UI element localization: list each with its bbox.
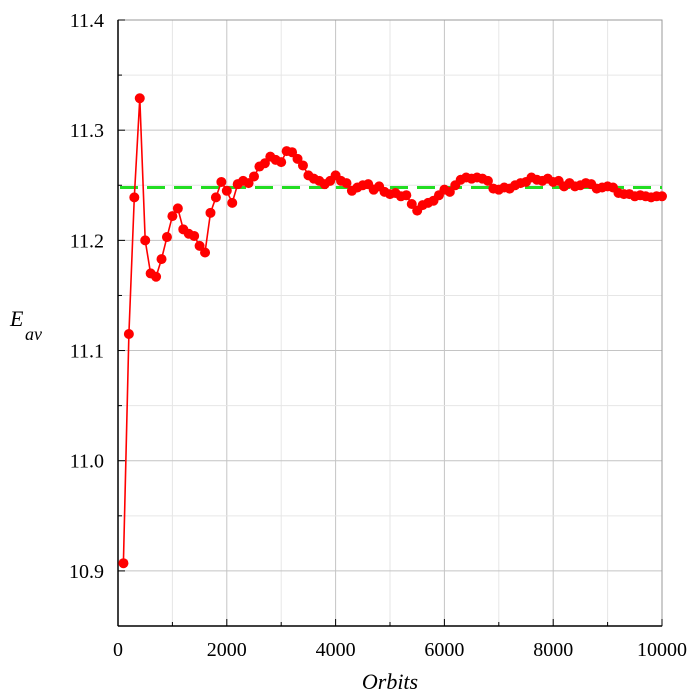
data-point xyxy=(341,178,352,189)
y-tick-label: 11.3 xyxy=(70,120,104,142)
x-tick-label: 10000 xyxy=(637,639,687,661)
data-point xyxy=(189,230,200,241)
data-point xyxy=(292,153,303,164)
y-tick-label: 11.4 xyxy=(70,10,104,32)
data-point xyxy=(205,207,216,218)
x-tick-label: 0 xyxy=(113,639,123,661)
data-point xyxy=(123,329,134,340)
data-point xyxy=(401,190,412,201)
x-axis-label: Orbits xyxy=(362,669,418,694)
data-point xyxy=(140,235,151,246)
data-point xyxy=(161,232,172,243)
data-point xyxy=(287,147,298,158)
data-point xyxy=(129,192,140,203)
y-tick-label: 11.2 xyxy=(70,230,104,252)
x-tick-label: 8000 xyxy=(533,639,573,661)
data-point xyxy=(167,211,178,222)
series-line xyxy=(122,98,662,564)
data-point xyxy=(134,93,145,104)
data-point xyxy=(194,240,205,251)
data-point xyxy=(657,191,667,202)
x-tick-label: 6000 xyxy=(424,639,464,661)
data-point xyxy=(444,186,455,197)
x-tick-labels: 0 2000 4000 6000 8000 10000 xyxy=(113,639,687,661)
x-tick-label: 4000 xyxy=(316,639,356,661)
data-point xyxy=(482,175,493,186)
data-point xyxy=(259,158,270,169)
y-tick-labels: 10.9 11.0 11.1 11.2 11.3 11.4 xyxy=(69,10,104,583)
data-point xyxy=(151,271,162,282)
axes xyxy=(117,19,663,627)
data-point xyxy=(118,558,129,569)
grid xyxy=(118,20,662,626)
y-tick-label: 10.9 xyxy=(69,561,104,583)
data-point xyxy=(221,185,232,196)
data-point xyxy=(276,157,287,168)
data-point xyxy=(210,192,221,203)
y-tick-label: 11.1 xyxy=(70,341,104,363)
data-point xyxy=(216,176,227,187)
data-point xyxy=(249,171,259,182)
data-point xyxy=(227,197,238,208)
data-points xyxy=(118,93,667,569)
x-tick-label: 2000 xyxy=(207,639,247,661)
data-point xyxy=(243,178,254,189)
data-point xyxy=(297,160,308,171)
y-tick-label: 11.0 xyxy=(70,451,104,473)
y-axis-label-subscript: av xyxy=(25,324,42,344)
data-point xyxy=(172,203,183,214)
data-point xyxy=(200,247,211,258)
data-point xyxy=(156,254,167,265)
data-point xyxy=(406,199,417,210)
y-axis-label: E xyxy=(9,306,24,331)
